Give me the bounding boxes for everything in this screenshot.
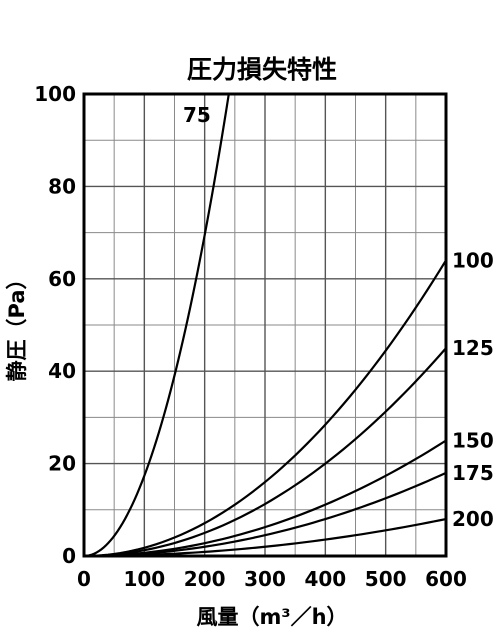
series-curves — [83, 93, 447, 558]
series-label-125: 125 — [452, 336, 494, 360]
series-line-100 — [83, 259, 447, 558]
plot-frame — [82, 92, 448, 558]
y-tick-label: 0 — [62, 544, 76, 568]
series-label-175: 175 — [452, 461, 494, 485]
series-label-100: 100 — [452, 248, 494, 272]
x-tick-label: 600 — [425, 567, 467, 591]
series-line-75 — [83, 93, 230, 558]
series-line-125 — [83, 347, 447, 558]
y-axis-label: 静圧（Pa） — [5, 269, 29, 382]
y-tick-label: 100 — [34, 82, 76, 106]
series-line-175 — [83, 471, 447, 558]
series-labels: 75 100 125 150 175 200 — [183, 103, 494, 531]
x-axis-label: 風量（m³／h） — [196, 605, 347, 629]
y-tick-label: 20 — [48, 452, 76, 476]
chart-title: 圧力損失特性 — [187, 55, 337, 84]
major-grid — [84, 94, 446, 556]
series-label-75: 75 — [183, 103, 211, 127]
x-tick-label: 300 — [244, 567, 286, 591]
x-tick-label: 0 — [77, 567, 91, 591]
y-tick-label: 60 — [48, 267, 76, 291]
x-tick-label: 100 — [123, 567, 165, 591]
x-tick-label: 500 — [365, 567, 407, 591]
x-tick-labels: 0 100 200 300 400 500 600 — [77, 567, 467, 591]
x-tick-label: 400 — [304, 567, 346, 591]
series-label-150: 150 — [452, 429, 494, 453]
x-tick-label: 200 — [184, 567, 226, 591]
series-line-200 — [83, 517, 447, 558]
y-tick-label: 80 — [48, 174, 76, 198]
y-tick-label: 40 — [48, 359, 76, 383]
series-label-200: 200 — [452, 507, 494, 531]
y-tick-labels: 0 20 40 60 80 100 — [34, 82, 76, 568]
